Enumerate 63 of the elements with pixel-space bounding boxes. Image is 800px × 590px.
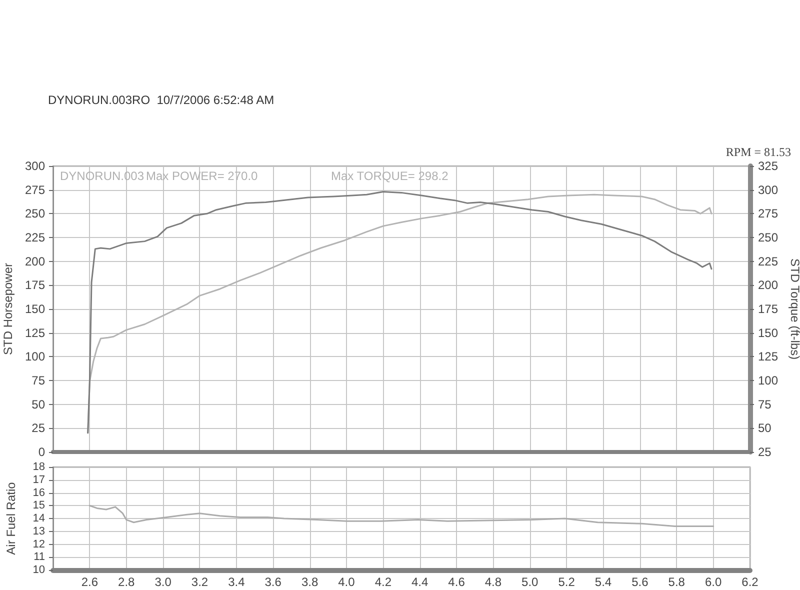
y-tick-label: 300 xyxy=(24,159,46,173)
x-tick-label: 3.8 xyxy=(301,575,318,589)
annotation: DYNORUN.003 xyxy=(60,169,144,183)
y-tick-label: 225 xyxy=(24,230,46,244)
y2-tick-label: 25 xyxy=(758,445,772,459)
y-tick-label: 75 xyxy=(32,374,46,388)
x-tick-label: 4.4 xyxy=(412,575,429,589)
y-tick-label: 25 xyxy=(32,421,46,436)
y-axis-title: Air Fuel Ratio xyxy=(4,482,18,555)
y-tick-label: 175 xyxy=(24,278,46,292)
x-tick-label: 5.0 xyxy=(522,575,539,589)
y-tick-label: 125 xyxy=(24,326,46,340)
x-tick-label: 5.8 xyxy=(668,575,686,589)
x-tick-label: 5.6 xyxy=(632,575,649,589)
x-tick-label: 4.0 xyxy=(338,575,356,589)
y-tick-label: 275 xyxy=(24,182,46,197)
y-tick-label: 150 xyxy=(24,302,46,316)
y-tick-label: 12 xyxy=(32,538,45,550)
y-tick-label: 11 xyxy=(34,551,45,564)
x-tick-label: 4.8 xyxy=(484,575,502,589)
y2-tick-label: 275 xyxy=(758,206,778,221)
y-tick-label: 0 xyxy=(38,445,46,459)
x-tick-label: 2.6 xyxy=(81,575,98,589)
y-tick-label: 10 xyxy=(32,564,45,576)
y2-tick-label: 300 xyxy=(758,182,778,197)
y-tick-label: 100 xyxy=(24,350,46,364)
y2-tick-label: 200 xyxy=(758,278,778,292)
y2-tick-label: 225 xyxy=(758,254,778,268)
y2-tick-label: 75 xyxy=(758,397,772,412)
y-tick-label: 50 xyxy=(32,397,46,412)
x-tick-label: 4.2 xyxy=(374,575,392,589)
y2-axis-title: STD Torque (ft-lbs) xyxy=(788,258,800,360)
x-tick-label: 5.2 xyxy=(558,575,576,589)
x-tick-label: 4.6 xyxy=(448,575,466,589)
text: DYNORUN.003RO 10/7/2006 6:52:48 AM xyxy=(48,93,274,107)
y-tick-label: 13 xyxy=(32,525,45,538)
annotation: Max TORQUE= 298.2 xyxy=(331,169,449,183)
y2-tick-label: 250 xyxy=(758,230,778,244)
x-tick-label: 3.4 xyxy=(228,575,246,589)
y2-tick-label: 100 xyxy=(758,374,778,388)
y2-tick-label: 50 xyxy=(758,421,772,436)
x-tick-label: 3.2 xyxy=(191,575,208,589)
y2-tick-label: 175 xyxy=(758,302,778,316)
y-tick-label: 250 xyxy=(24,206,46,221)
annotation: Max POWER= 270.0 xyxy=(146,169,258,183)
y-tick-label: 14 xyxy=(32,512,45,524)
y-tick-label: 17 xyxy=(32,474,45,486)
y-tick-label: 16 xyxy=(32,486,45,499)
y-tick-label: 200 xyxy=(24,254,46,268)
x-tick-label: 5.4 xyxy=(594,575,612,589)
y-axis-title: STD Horsepower xyxy=(1,262,16,356)
x-tick-label: 3.0 xyxy=(154,575,172,589)
x-tick-label: 6.0 xyxy=(704,575,722,589)
text: RPM = 81.53 xyxy=(726,145,792,159)
y-tick-label: 15 xyxy=(32,500,45,512)
line-series xyxy=(88,504,714,527)
y-tick-label: 18 xyxy=(32,461,45,473)
y2-tick-label: 325 xyxy=(758,159,778,173)
y2-tick-label: 150 xyxy=(758,326,778,340)
x-tick-label: 2.8 xyxy=(118,575,136,589)
x-tick-label: 6.2 xyxy=(742,575,759,589)
x-tick-label: 3.6 xyxy=(264,575,282,589)
y2-tick-label: 125 xyxy=(758,350,778,364)
